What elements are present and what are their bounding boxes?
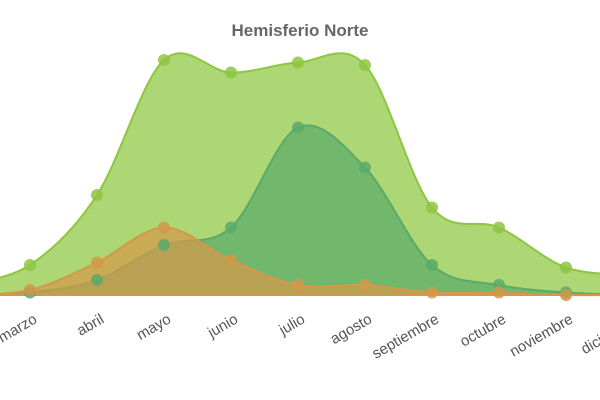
point [426,259,438,271]
x-tick-label: noviembre [507,311,576,361]
point [91,189,103,201]
point [225,66,237,79]
point [24,259,36,271]
point [24,284,36,296]
x-tick-label: mayo [134,311,174,344]
point [158,221,170,234]
point [426,201,438,214]
point [426,286,438,299]
point [493,286,505,299]
point [91,256,103,269]
point [359,59,371,71]
x-tick-label: marzo [0,311,40,347]
point [292,121,304,134]
point [292,279,304,291]
chart-title: Hemisferio Norte [232,21,369,40]
point [560,261,572,274]
point [91,274,103,286]
x-tick-label: diciembre [578,311,600,358]
x-tick-label: abril [74,311,107,340]
x-tick-label: agosto [327,311,375,348]
point [225,221,237,234]
point [292,56,304,69]
point [158,54,170,66]
x-tick-label: octubre [457,311,509,351]
point [359,279,371,291]
x-tick-label: julio [276,311,308,340]
point [225,254,237,266]
point [493,221,505,234]
point [359,161,371,174]
point [560,289,572,301]
point [158,239,170,251]
x-tick-label: septiembre [369,311,442,363]
x-tick-label: junio [204,311,241,342]
